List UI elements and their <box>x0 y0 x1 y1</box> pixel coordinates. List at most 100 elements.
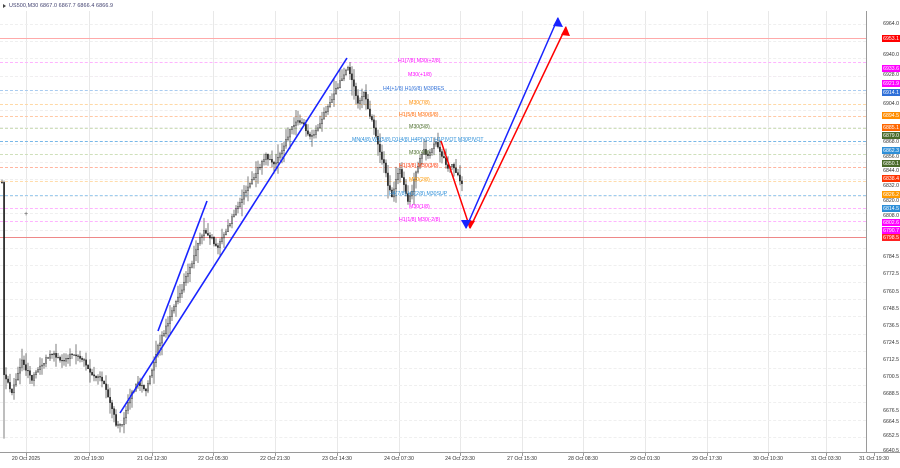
price-tag: 6862.3 <box>882 147 900 154</box>
level-label: M30(7/8) <box>409 100 430 106</box>
price-tag: 6790.7 <box>882 227 900 234</box>
price-tick-label: 6688.5 <box>883 391 899 397</box>
gridline-horizontal <box>0 350 866 352</box>
gridline-horizontal <box>0 178 866 180</box>
level-line <box>0 90 866 91</box>
time-tick-mark <box>460 453 461 456</box>
time-tick-mark <box>826 453 827 456</box>
price-tick-label: 6772.5 <box>883 271 899 277</box>
time-tick-mark <box>874 453 875 456</box>
time-tick-label: 29 Oct 01:30 <box>630 456 660 462</box>
price-marker-line <box>0 38 866 39</box>
triangle-right-icon[interactable] <box>3 3 6 8</box>
level-line <box>0 141 866 142</box>
time-tick-label: 31 Oct 19:30 <box>859 456 889 462</box>
price-tick-label: 6760.5 <box>883 289 899 295</box>
price-tick-label: 6808.0 <box>883 213 899 219</box>
price-tick-label: 6640.5 <box>883 448 899 452</box>
level-line <box>0 116 866 117</box>
time-tick-mark <box>522 453 523 456</box>
projection-blue-rally[interactable] <box>465 17 559 229</box>
price-tick-label: 6868.0 <box>883 139 899 145</box>
level-label: H1(5/8) M30(6/8) <box>399 112 439 118</box>
price-tick-label: 6664.5 <box>883 419 899 425</box>
time-tick-label: 22 Oct 21:30 <box>260 456 290 462</box>
price-tag: 6933.6 <box>882 65 900 72</box>
time-tick-label: 23 Oct 14:30 <box>322 456 352 462</box>
time-tick-mark <box>26 453 27 456</box>
trendline-blue-secondary[interactable] <box>157 200 208 332</box>
level-line <box>0 221 866 222</box>
level-line <box>0 104 866 105</box>
level-label: M30(2/8) <box>409 177 430 183</box>
time-tick-label: 27 Oct 15:30 <box>507 456 537 462</box>
gridline-horizontal <box>0 213 866 215</box>
arrowhead-blue-up <box>553 17 563 27</box>
time-tick-label: 20 Oct 2025 <box>11 456 41 462</box>
level-line <box>0 62 866 63</box>
price-tick-label: 6700.5 <box>883 374 899 380</box>
price-tick-label: 6652.5 <box>883 433 899 439</box>
price-tick-label: 6832.0 <box>883 183 899 189</box>
price-axis[interactable]: 6964.0 6953.1 6940.0 6933.6 6928.0 6921.9 6914… <box>866 11 900 452</box>
trendline-blue-main[interactable] <box>119 57 348 414</box>
gridline-horizontal <box>0 92 866 94</box>
gridline-vertical <box>826 11 827 452</box>
level-label: M30(+1/8) <box>408 72 432 78</box>
gridline-vertical <box>399 11 400 452</box>
time-tick-mark <box>399 453 400 456</box>
price-tick-label: 6724.5 <box>883 340 899 346</box>
gridline-vertical <box>768 11 769 452</box>
price-tag: 6953.1 <box>882 35 900 42</box>
gridline-horizontal <box>0 299 866 301</box>
time-tick-label: 24 Oct 07:30 <box>384 456 414 462</box>
chart-info-bar: US500,M30 6867.0 6867.7 6866.4 6866.9 <box>0 0 900 11</box>
level-label: M30(1/8) <box>409 204 430 210</box>
level-label: M30(4/8) <box>409 150 430 156</box>
time-axis[interactable]: 20 Oct 2025 20 Oct 19:30 21 Oct 12:30 22 Oc… <box>0 452 900 468</box>
time-tick-mark <box>337 453 338 456</box>
trendline-overlay <box>119 17 570 414</box>
time-tick-label: 28 Oct 08:30 <box>568 456 598 462</box>
gridline-horizontal <box>0 419 866 421</box>
time-tick-mark <box>645 453 646 456</box>
level-line <box>0 208 866 209</box>
arrowhead-red-down <box>466 220 475 229</box>
gridline-vertical <box>707 11 708 452</box>
chart-plot-area[interactable]: H1(7/8) M30(+2/8) M30(+1/8) H4(+1/8) H1(6/… <box>0 11 866 452</box>
time-tick-label: 29 Oct 17:30 <box>692 456 722 462</box>
gridline-horizontal <box>0 247 866 249</box>
gridline-vertical <box>213 11 214 452</box>
price-tag: 6850.1 <box>882 160 900 167</box>
gridline-vertical <box>275 11 276 452</box>
price-tag: 6838.4 <box>882 175 900 182</box>
level-label: MN(4/8) W1(5/8) D1(4/8) H4PIVOT H1PIVOT … <box>352 137 484 143</box>
gridline-horizontal <box>0 230 866 232</box>
price-tick-label: 6712.5 <box>883 357 899 363</box>
price-tag: 6894.5 <box>882 112 900 119</box>
price-tag: 6885.1 <box>882 124 900 131</box>
arrowhead-red-up <box>561 26 570 36</box>
gridline-horizontal <box>0 436 866 438</box>
price-tick-label: 6856.0 <box>883 154 899 160</box>
gridline-horizontal <box>0 333 866 335</box>
level-line <box>0 195 866 196</box>
gridline-horizontal <box>0 402 866 404</box>
time-tick-label: 21 Oct 12:30 <box>137 456 167 462</box>
candle-group <box>1 62 463 439</box>
gridline-horizontal <box>0 41 866 43</box>
level-line <box>0 181 866 182</box>
level-label: H1(3/8) M30(3/8) <box>399 163 439 169</box>
time-tick-label: 22 Oct 05:30 <box>198 456 228 462</box>
projection-red-decline[interactable] <box>440 140 471 229</box>
price-tag: 6914.1 <box>882 89 900 96</box>
gridline-horizontal <box>0 196 866 197</box>
time-tick-label: 20 Oct 19:30 <box>74 456 104 462</box>
time-tick-mark <box>275 453 276 456</box>
price-tick-label: 6928.0 <box>883 72 899 78</box>
arrowhead-blue-down <box>461 220 471 229</box>
time-tick-mark <box>89 453 90 456</box>
projection-red-rally[interactable] <box>469 26 567 229</box>
price-tag: 6826.2 <box>882 191 900 198</box>
